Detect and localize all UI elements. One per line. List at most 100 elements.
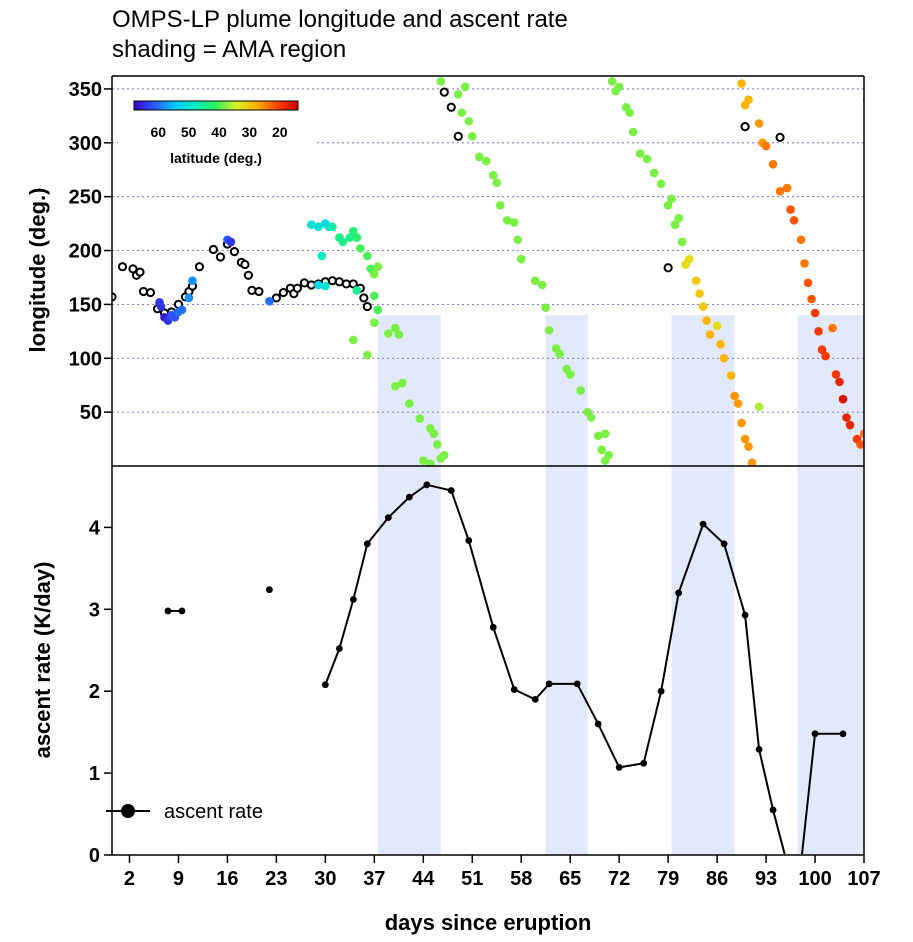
days-tick-label: 58 xyxy=(510,868,532,890)
ascent-panel xyxy=(164,481,847,867)
legend-dot-marker xyxy=(121,804,135,818)
open-point xyxy=(775,132,785,143)
ascent-point xyxy=(178,607,186,615)
colored-point xyxy=(495,200,505,210)
colored-point xyxy=(356,244,365,253)
colorbar-tick-label: 20 xyxy=(272,124,288,140)
ascent-point xyxy=(699,520,707,528)
colored-point xyxy=(677,237,687,247)
colored-point xyxy=(684,254,694,264)
colored-point xyxy=(744,95,753,105)
colored-point xyxy=(530,276,540,285)
colored-point xyxy=(370,291,379,301)
days-tick-label: 2 xyxy=(124,868,135,890)
ascent-tick-label: 2 xyxy=(89,681,100,703)
colored-point xyxy=(345,233,355,242)
colored-point xyxy=(418,456,428,465)
colored-point xyxy=(800,259,809,268)
open-point xyxy=(254,286,264,297)
open-point xyxy=(359,293,369,303)
colored-point xyxy=(600,429,610,438)
colored-point xyxy=(394,330,404,339)
open-point xyxy=(145,287,156,298)
ascent-point xyxy=(265,586,273,594)
ascent-line xyxy=(164,481,847,867)
colored-point xyxy=(307,220,316,229)
colored-point xyxy=(786,205,795,214)
colored-point xyxy=(842,413,851,422)
colored-point xyxy=(391,381,400,391)
ama-shading-layer xyxy=(377,315,864,855)
colored-point xyxy=(516,254,526,264)
longitude-tick-label: 200 xyxy=(69,241,102,263)
days-tick-label: 23 xyxy=(265,868,287,890)
ascent-point xyxy=(423,481,431,489)
ascent-point xyxy=(784,860,791,867)
colored-point xyxy=(716,339,725,349)
colored-point xyxy=(439,450,449,460)
open-point xyxy=(215,252,226,262)
colored-point xyxy=(663,200,673,210)
longitude-panel xyxy=(112,77,864,466)
ascent-point xyxy=(384,514,392,521)
colored-point xyxy=(705,330,715,339)
colored-point xyxy=(432,440,442,449)
colored-point xyxy=(674,213,683,223)
ascent-point xyxy=(531,696,539,703)
legend-label: ascent rate xyxy=(164,801,263,823)
colored-point xyxy=(789,216,799,225)
colored-point xyxy=(352,286,362,295)
open-point xyxy=(348,279,358,289)
colored-point xyxy=(188,276,197,285)
colored-point xyxy=(370,318,379,328)
colored-point xyxy=(317,251,327,261)
ascent-tick-label: 3 xyxy=(89,599,100,621)
colored-point xyxy=(226,237,236,247)
open-point xyxy=(306,280,316,290)
ascent-line-segment xyxy=(324,483,844,854)
ascent-point xyxy=(741,611,749,619)
colored-point xyxy=(845,420,855,430)
longitude-tick-label: 250 xyxy=(69,187,102,209)
colored-point xyxy=(831,370,841,379)
colored-point xyxy=(384,329,393,338)
longitude-tick-label: 50 xyxy=(80,402,102,424)
open-point xyxy=(271,293,281,303)
ascent-tick-label: 1 xyxy=(89,763,100,785)
ascent-point xyxy=(720,540,728,548)
colored-point xyxy=(667,194,676,204)
colored-point xyxy=(457,108,467,117)
ascent-point xyxy=(839,730,847,738)
ascent-point xyxy=(510,686,518,693)
colorbar-tick-label: 30 xyxy=(242,124,258,140)
colored-point xyxy=(670,220,680,229)
colored-point xyxy=(370,269,379,279)
colored-point xyxy=(509,218,519,227)
ascent-point xyxy=(594,720,602,728)
ascent-point xyxy=(811,730,819,738)
days-tick-label: 107 xyxy=(847,868,880,890)
colored-point xyxy=(719,353,729,363)
ama-shade-band xyxy=(377,315,441,855)
longitude-ticks: 50 100 150 200 250 300 350 xyxy=(69,79,112,424)
colored-point xyxy=(488,170,498,180)
colorbar-tick-label: 40 xyxy=(211,124,227,140)
ascent-point xyxy=(769,806,777,814)
colored-point xyxy=(467,132,477,141)
ascent-point xyxy=(349,596,357,603)
colored-point xyxy=(391,323,400,333)
ascent-point xyxy=(164,607,172,615)
open-point xyxy=(740,122,750,132)
colored-point xyxy=(586,413,596,422)
days-ticks: 2 9 16 23 30 37 44 51 58 65 72 79 86 93 100 107 xyxy=(124,855,881,890)
colored-point xyxy=(415,414,425,423)
ascent-ticks: 0 1 2 3 4 xyxy=(89,517,112,867)
latitude-colorbar: 60 50 40 30 20 latitude (deg.) xyxy=(118,98,314,172)
ascent-point xyxy=(573,680,581,688)
colored-point xyxy=(737,418,746,428)
colored-point xyxy=(436,77,446,86)
colored-point xyxy=(600,456,610,465)
ascent-point xyxy=(640,759,648,767)
colored-point xyxy=(314,280,323,290)
colored-point xyxy=(768,160,778,169)
